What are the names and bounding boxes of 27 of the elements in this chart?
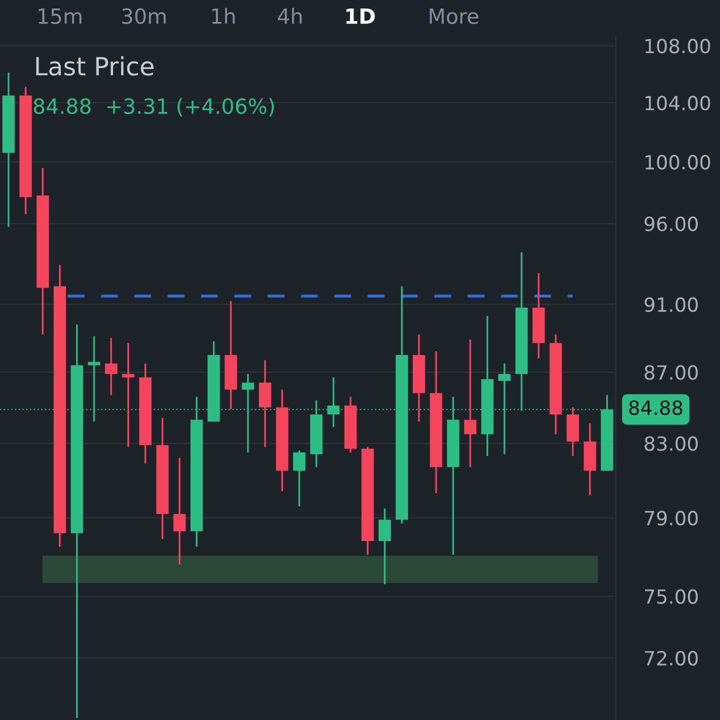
text: 1h [212,8,235,24]
text: 4h [278,8,302,24]
ref-line-label: 84.88 [629,400,682,416]
y-tick-label: 87.00 [644,365,698,380]
y-tick-label: 91.00 [644,297,698,312]
candlestick [88,335,100,422]
candlestick [464,338,476,468]
text: 15m [38,8,82,24]
y-tick-label: 79.00 [644,510,698,526]
text: More [430,8,478,24]
candlestick [173,457,186,566]
y-tick-label: 83.00 [644,436,698,451]
candlestick [293,450,306,508]
y-tick-label: 108.00 [646,38,710,54]
text: 30m [122,8,166,24]
y-tick-label: 75.00 [644,589,698,604]
annotation: 84.88 +3.31 (+4.06%) [34,98,274,116]
text: 1D [346,8,375,24]
candlestick [378,507,391,586]
y-tick-label: 100.00 [646,154,710,170]
y-tick-label: 96.00 [644,216,698,232]
y-tick-label: 104.00 [646,96,710,110]
candlestick [122,342,134,448]
candlestick [104,337,118,396]
candlestick [242,373,254,454]
y-tick-label: 72.00 [644,650,698,666]
text: Last Price [36,56,154,76]
